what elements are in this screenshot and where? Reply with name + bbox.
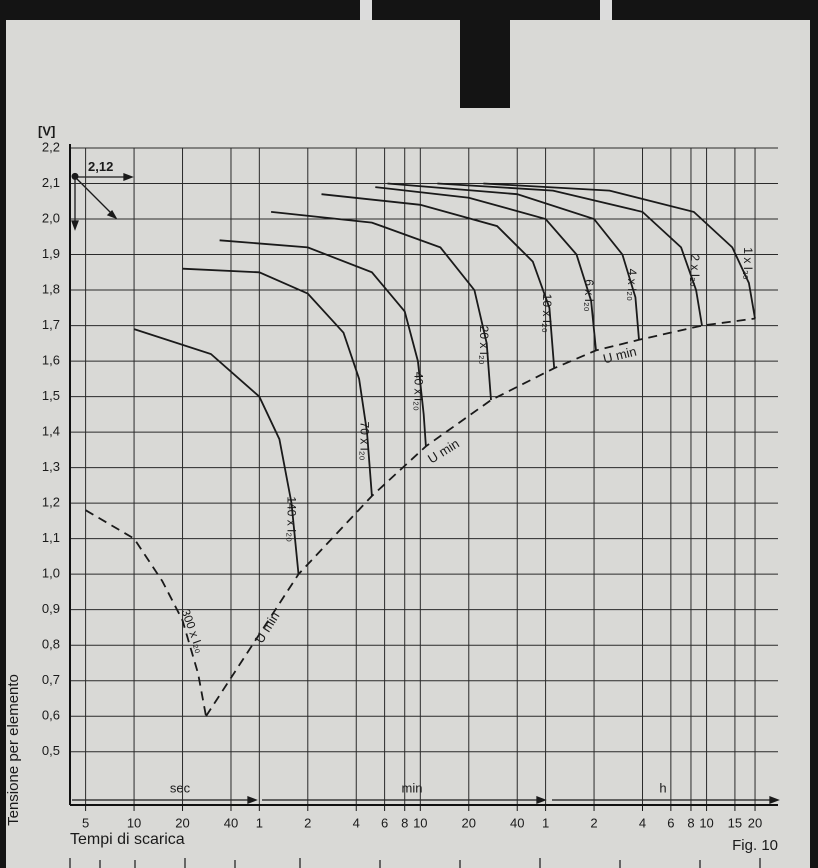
y-tick-label: 1,3: [42, 459, 60, 474]
y-tick-label: 1,9: [42, 246, 60, 261]
curve: [182, 267, 373, 497]
curve-label: 70 x I₂₀: [358, 422, 372, 461]
x-tick-label: 5: [82, 815, 89, 830]
x-tick-label: 2: [304, 815, 311, 830]
marker-point: [71, 172, 79, 180]
paper-tab: [360, 0, 372, 20]
curve: [375, 186, 597, 351]
curve: [133, 328, 300, 575]
curve-label: 10 x I₂₀: [540, 294, 554, 333]
x-tick-label: 2: [590, 815, 597, 830]
paper: [6, 20, 810, 868]
y-tick-label: 2,0: [42, 210, 60, 225]
curve-label: 2 x I₂₀: [688, 254, 702, 286]
y-tick-label: 2,1: [42, 175, 60, 190]
curve-label: 40 x I₂₀: [412, 372, 426, 411]
curve: [219, 239, 427, 447]
x-tick-label: 6: [381, 815, 388, 830]
y-tick-label: 0,8: [42, 637, 60, 652]
x-tick-label: 4: [353, 815, 360, 830]
curve: [321, 193, 556, 369]
marker-label: 2,12: [88, 159, 113, 174]
x-tick-label: 8: [687, 815, 694, 830]
y-tick-label: 1,0: [42, 566, 60, 581]
x-tick-label: 4: [639, 815, 646, 830]
x-tick-label: 1: [542, 815, 549, 830]
y-tick-label: 2,2: [42, 139, 60, 154]
y-unit: [V]: [38, 123, 55, 138]
curve: [387, 182, 640, 340]
x-tick-label: 10: [699, 815, 713, 830]
curve-label: 140 x I₂₀: [284, 496, 298, 542]
curve: [85, 509, 207, 717]
x-axis-label: Tempi di scarica: [70, 831, 185, 848]
segment-arrows: [71, 173, 780, 804]
y-axis-label: Tensione per elemento: [5, 674, 22, 826]
curve: [437, 182, 703, 326]
y-tick-label: 1,1: [42, 530, 60, 545]
curve-label: 4 x I₂₀: [625, 269, 639, 301]
segment-label: sec: [170, 780, 191, 795]
x-tick-label: 40: [510, 815, 524, 830]
x-tick-label: 20: [748, 815, 762, 830]
x-tick-label: 1: [256, 815, 263, 830]
curve: [483, 182, 756, 319]
curve-label: 1 x I₂₀: [741, 247, 755, 279]
x-tick-label: 20: [175, 815, 189, 830]
x-tick-label: 6: [667, 815, 674, 830]
y-tick-label: 1,4: [42, 424, 60, 439]
paper-tab: [600, 0, 612, 20]
x-tick-label: 10: [413, 815, 427, 830]
ruler: [69, 858, 761, 868]
y-tick-label: 1,6: [42, 353, 60, 368]
curve-label: 6 x I₂₀: [582, 279, 596, 311]
y-tick-label: 1,8: [42, 281, 60, 296]
x-tick-label: 40: [224, 815, 238, 830]
y-tick-label: 1,7: [42, 317, 60, 332]
y-tick-label: 0,9: [42, 601, 60, 616]
curve: [271, 211, 492, 401]
y-tick-label: 0,6: [42, 708, 60, 723]
x-tick-label: 15: [728, 815, 742, 830]
x-tick-label: 10: [127, 815, 141, 830]
y-tick-label: 1,5: [42, 388, 60, 403]
y-tick-label: 1,2: [42, 495, 60, 510]
segment-label: min: [402, 780, 423, 795]
curve: [205, 317, 756, 717]
segment-label: h: [659, 780, 666, 795]
x-tick-label: 20: [462, 815, 476, 830]
x-tick-label: 8: [401, 815, 408, 830]
y-tick-label: 0,5: [42, 743, 60, 758]
figure-label: Fig. 10: [732, 837, 778, 854]
curve-label: 20 x I₂₀: [477, 326, 491, 365]
paper-notch: [460, 20, 510, 108]
y-tick-label: 0,7: [42, 672, 60, 687]
